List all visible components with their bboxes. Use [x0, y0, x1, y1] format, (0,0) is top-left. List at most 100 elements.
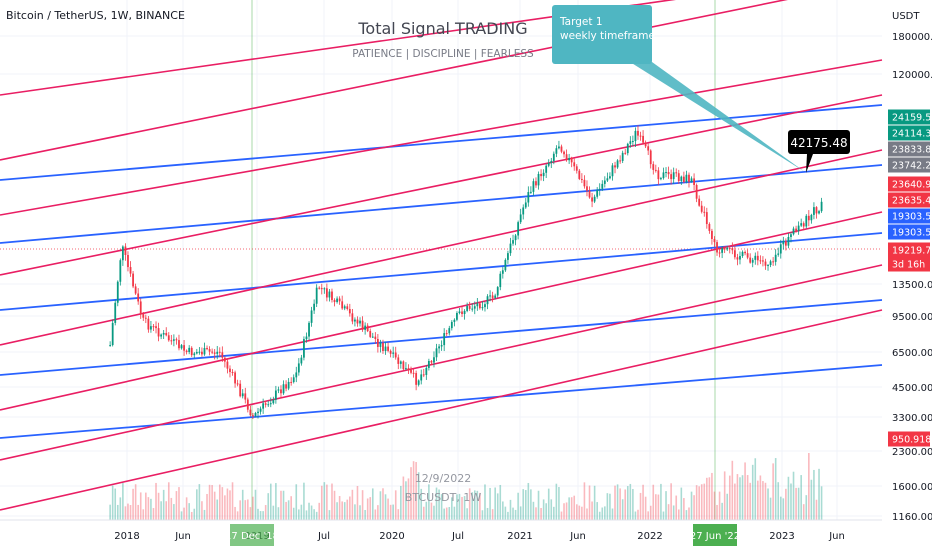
candle-body: [405, 368, 407, 370]
volume-bar: [218, 484, 221, 520]
volume-bar: [468, 488, 471, 520]
candle-body: [356, 319, 359, 324]
candle-body: [558, 146, 560, 149]
volume-bar: [127, 503, 129, 520]
volume-bar: [137, 504, 139, 520]
price-axis[interactable]: 180000.00 120000.00 13500.00 9500.00 6500.00…: [892, 32, 932, 523]
volume-bar: [157, 492, 160, 520]
candle-body: [593, 196, 596, 202]
candle-body: [550, 160, 553, 163]
candle-body: [305, 336, 308, 340]
candle-body: [213, 352, 216, 354]
volume-bar: [731, 460, 734, 520]
candle-body: [649, 150, 652, 165]
candle-body: [772, 261, 775, 263]
time-tick-label: 2022: [637, 531, 662, 542]
volume-bar: [586, 508, 588, 520]
candle-body: [680, 176, 683, 182]
symbol-label[interactable]: Bitcoin / TetherUS, 1W, BINANCE: [6, 9, 185, 22]
volume-bar: [430, 502, 433, 520]
volume-bar: [356, 486, 359, 520]
volume-bar: [741, 475, 744, 520]
volume-bar: [178, 487, 180, 520]
candle-body: [359, 320, 361, 324]
volume-bar: [119, 497, 122, 520]
candle-body: [190, 347, 193, 356]
time-tick-label: 2018: [114, 531, 139, 542]
candle-body: [144, 317, 147, 319]
candle-body: [379, 342, 382, 347]
volume-bar: [532, 501, 535, 520]
volume-bar: [331, 483, 333, 520]
watermark-date: 12/9/2022: [415, 472, 471, 485]
candle-body: [277, 389, 280, 391]
candle-body: [723, 248, 726, 250]
price-tag-box: [888, 157, 930, 173]
volume-bar: [252, 496, 254, 520]
volume-bar: [496, 493, 499, 520]
price-tick-label: 9500.00: [892, 312, 932, 323]
price-tags: 24159.58 24114.33 23833.81 23742.22 23640.93…: [888, 109, 932, 447]
volume-bar: [637, 509, 639, 520]
candle-body: [677, 173, 680, 182]
candle-body: [139, 301, 142, 315]
volume-bar: [188, 503, 190, 520]
volume-bar: [530, 489, 532, 520]
volume-bar: [527, 482, 530, 520]
volume-bar: [657, 494, 660, 520]
candle-body: [654, 169, 657, 171]
candle-body: [545, 165, 548, 173]
volume-bar: [524, 490, 527, 520]
candle-body: [440, 345, 443, 347]
candle-body: [746, 253, 749, 258]
volume-bar: [221, 487, 224, 520]
time-tick-label: Jun: [828, 531, 845, 542]
volume-bar: [226, 488, 229, 520]
volume-bar: [111, 485, 114, 520]
candle-body: [453, 319, 456, 322]
candle-body: [555, 148, 558, 154]
price-tag-label: 23742.22: [892, 161, 932, 172]
candle-body: [394, 352, 397, 358]
price-tag-box: [888, 431, 930, 447]
candle-body: [180, 345, 183, 349]
volume-bar: [198, 484, 201, 520]
volume-bar: [751, 464, 754, 520]
candle-body: [188, 347, 191, 353]
volume-bar: [320, 485, 323, 520]
target-value-badge[interactable]: 42175.48: [788, 130, 850, 173]
candle-body: [499, 273, 502, 288]
volume-bar: [249, 507, 252, 520]
candle-body: [774, 254, 777, 262]
candle-body: [596, 189, 599, 197]
candle-body: [507, 253, 509, 260]
volume-bar: [560, 511, 563, 520]
channel-line-blue: [0, 364, 883, 439]
volume-bar: [150, 498, 152, 520]
volume-bar: [448, 507, 451, 520]
volume-bar: [504, 506, 507, 520]
volume-bar: [805, 495, 808, 520]
volume-bar: [173, 504, 175, 520]
volume-bar: [239, 500, 241, 520]
volume-bar: [160, 501, 162, 520]
volume-bar: [565, 502, 568, 520]
volume-bar: [547, 488, 550, 520]
volume-bar: [132, 488, 134, 520]
volume-bar: [382, 488, 384, 520]
volume-bar: [433, 505, 435, 520]
candle-body: [756, 255, 759, 261]
volume-bar: [754, 458, 757, 520]
candle-body: [129, 267, 132, 274]
time-axis[interactable]: 2018Jun2019Jul2020Jul2021Jun20222023Jun1…: [0, 519, 882, 546]
candle-body: [815, 207, 818, 214]
target-callout[interactable]: Target 1 weekly timeframe: [552, 5, 805, 172]
volume-bar: [693, 495, 695, 520]
candle-body: [195, 352, 198, 354]
volume-bar: [790, 483, 792, 520]
volume-bar: [601, 507, 604, 520]
volume-bar: [723, 471, 726, 520]
volume-bar: [677, 509, 680, 520]
candle-body: [728, 247, 731, 249]
